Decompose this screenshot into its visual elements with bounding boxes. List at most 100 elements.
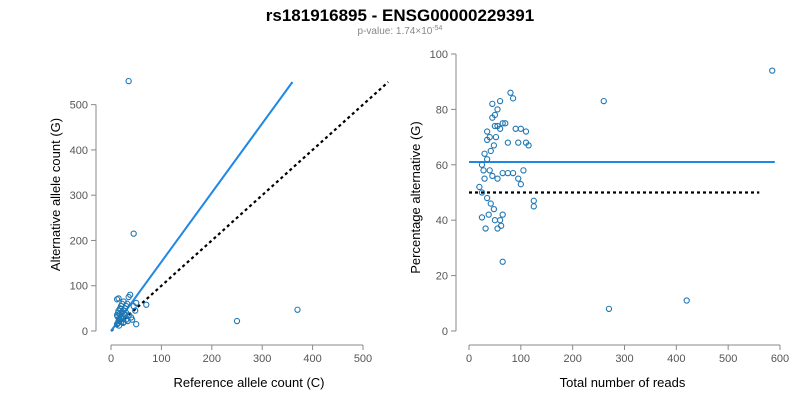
data-point	[502, 120, 509, 127]
data-point	[497, 222, 505, 229]
data-point	[494, 225, 501, 232]
data-point	[499, 120, 506, 127]
data-point	[133, 299, 140, 307]
percentage-panel: 0 100 200 300 400 500 600 0 20 40 60 80 100 Total num…	[408, 49, 789, 390]
data-point	[683, 297, 690, 304]
data-point	[486, 167, 493, 174]
data-point	[509, 95, 517, 102]
y-tick-label: 0	[442, 326, 448, 338]
x-axis-title: Reference allele count (C)	[173, 375, 324, 390]
data-point	[490, 205, 498, 213]
data-point	[499, 258, 506, 265]
data-point	[489, 114, 496, 121]
data-point	[115, 295, 122, 302]
data-point	[494, 175, 501, 182]
data-point	[483, 136, 491, 144]
chart-subtitle: p-value: 1.74×10-54	[358, 25, 443, 37]
data-point	[478, 189, 486, 196]
x-tick-label: 200	[563, 353, 581, 365]
data-point	[490, 142, 498, 149]
y-tick-label: 60	[436, 160, 448, 172]
data-point	[483, 194, 491, 202]
data-point	[481, 175, 488, 182]
y-axis-title: Alternative allele count (G)	[48, 118, 63, 271]
p-value-exponent: -54	[432, 25, 442, 32]
data-point	[515, 175, 522, 182]
y-tick-label: 400	[70, 145, 88, 157]
y-tick-label: 500	[70, 100, 88, 112]
data-point	[485, 211, 492, 218]
data-point	[517, 181, 524, 188]
x-tick-label: 400	[303, 353, 321, 365]
data-point	[496, 97, 504, 105]
data-point	[476, 183, 483, 191]
y-tick-label: 20	[436, 271, 448, 283]
data-point	[504, 139, 512, 146]
reference-line	[110, 81, 389, 332]
data-point	[127, 291, 134, 298]
y-tick-label: 100	[70, 281, 88, 293]
y-tick-label: 100	[430, 49, 448, 61]
x-tick-label: 0	[108, 353, 114, 365]
data-point	[130, 230, 137, 237]
data-point	[478, 214, 486, 221]
data-point	[512, 125, 519, 132]
x-tick-label: 0	[466, 353, 472, 365]
data-point	[233, 317, 241, 325]
y-tick-label: 80	[436, 104, 448, 116]
y-tick-label: 40	[436, 215, 448, 227]
p-value-base: 10	[421, 26, 433, 37]
data-point	[482, 225, 489, 232]
data-point	[507, 89, 514, 96]
p-value-prefix: p-value: 1.74	[358, 26, 416, 37]
data-point	[123, 300, 131, 307]
x-axis-title: Total number of reads	[560, 375, 686, 390]
data-point	[605, 305, 613, 312]
x-tick-label: 100	[152, 353, 170, 365]
data-point	[494, 106, 501, 113]
data-point	[483, 128, 491, 135]
x-tick-label: 400	[667, 353, 685, 365]
p-value-times: ×	[415, 26, 421, 37]
data-point	[504, 169, 512, 177]
data-point	[496, 217, 504, 224]
data-point	[530, 197, 537, 204]
data-point	[480, 167, 487, 174]
x-tick-label: 100	[512, 353, 530, 365]
data-point	[481, 150, 488, 157]
data-point	[491, 217, 499, 224]
data-point	[115, 315, 123, 322]
data-point	[124, 317, 131, 325]
chart-title: rs181916895 - ENSG00000229391	[266, 6, 534, 25]
x-tick-label: 500	[354, 353, 372, 365]
data-point	[600, 97, 607, 105]
data-point	[520, 167, 527, 174]
data-point	[125, 77, 132, 85]
data-point	[487, 200, 494, 207]
data-point	[478, 161, 486, 168]
data-point	[496, 125, 504, 132]
y-tick-label: 300	[70, 190, 88, 202]
x-tick-label: 200	[203, 353, 221, 365]
data-point	[117, 306, 124, 313]
data-point	[499, 169, 506, 177]
data-point	[499, 211, 506, 218]
x-tick-label: 500	[719, 353, 737, 365]
x-tick-label: 600	[771, 353, 789, 365]
data-point	[133, 321, 140, 328]
data-point	[522, 128, 530, 135]
data-point	[517, 125, 524, 132]
data-point	[492, 133, 500, 141]
x-tick-label: 300	[615, 353, 633, 365]
data-point	[515, 139, 522, 146]
data-point	[769, 67, 776, 74]
data-point	[491, 122, 499, 130]
data-point	[143, 301, 150, 308]
y-axis-title: Percentage alternative (G)	[408, 121, 423, 273]
data-point	[522, 139, 530, 146]
x-tick-label: 300	[253, 353, 271, 365]
y-tick-label: 0	[82, 326, 88, 338]
allele-count-panel: 0 100 200 300 400 500 0 100 200 300 400 500 Referenc…	[48, 77, 389, 390]
data-point	[132, 307, 139, 314]
